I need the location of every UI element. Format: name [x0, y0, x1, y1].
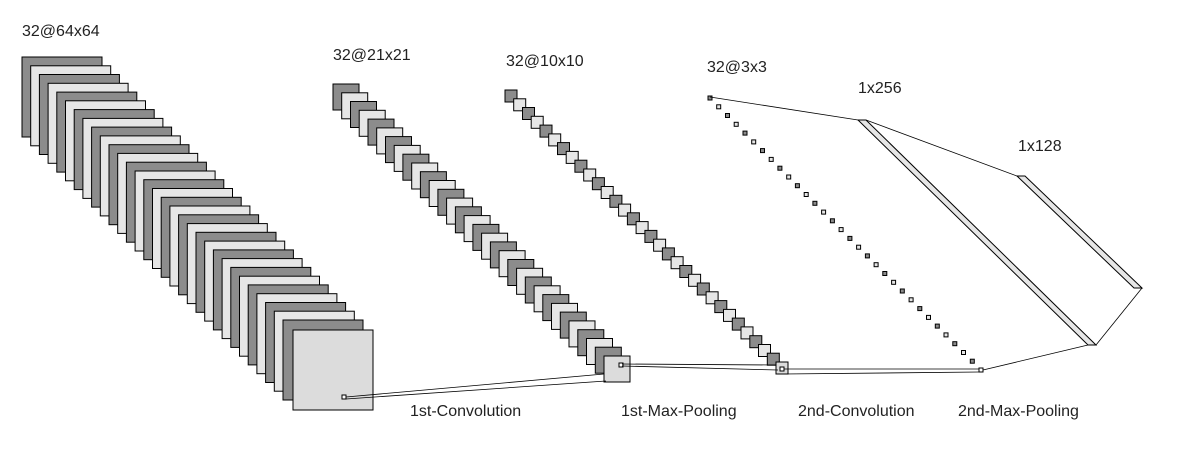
conv2-map	[917, 306, 923, 312]
conv2-map	[716, 104, 722, 110]
connector-line	[1095, 287, 1143, 346]
conv2-map	[829, 218, 835, 224]
connector-line	[783, 371, 980, 375]
conv2-map	[926, 314, 931, 320]
conv2-map	[899, 288, 905, 294]
conv2-map	[856, 244, 862, 250]
conv2-map	[768, 156, 774, 162]
connector-line	[982, 344, 1089, 371]
conv2-map	[707, 95, 713, 101]
connector-line	[709, 96, 859, 121]
label-1st-convolution: 1st-Convolution	[410, 403, 521, 420]
conv2-map	[847, 235, 853, 241]
conv2-map	[786, 174, 792, 180]
conv2-map	[873, 262, 879, 268]
input-feature-stack	[21, 56, 374, 411]
label-fc1-dims: 1x256	[858, 80, 902, 97]
conv2-map	[751, 139, 757, 145]
conv2-map	[760, 148, 765, 154]
conv2-map	[961, 350, 966, 355]
label-fc2-dims: 1x128	[1018, 138, 1062, 155]
connector-line	[621, 363, 777, 366]
conv2-map	[742, 130, 748, 136]
conv2-map	[777, 165, 783, 171]
pool1-feature-stack	[504, 89, 789, 375]
conv2-map	[838, 227, 844, 233]
conv2-feature-stack	[707, 95, 984, 373]
fully-connected-layers	[856, 119, 1144, 346]
label-2nd-convolution: 2nd-Convolution	[798, 403, 915, 420]
conv2-map	[969, 358, 975, 364]
label-2nd-max-pooling: 2nd-Max-Pooling	[958, 403, 1079, 420]
conv2-map	[943, 332, 949, 338]
fc2-slab	[1015, 175, 1144, 289]
label-pool1-dims: 32@10x10	[506, 53, 584, 70]
connector-line	[621, 365, 779, 371]
connector-line	[865, 119, 1018, 177]
input-kernel-marker	[341, 394, 347, 400]
conv2-map	[725, 113, 730, 118]
conv2-map	[821, 209, 827, 215]
label-1st-max-pooling: 1st-Max-Pooling	[621, 403, 737, 420]
pool1-kernel-marker	[779, 366, 785, 372]
conv2-map	[952, 341, 958, 347]
conv2-map	[812, 200, 818, 206]
conv2-map	[978, 367, 984, 373]
connection-lines	[345, 96, 1143, 400]
conv2-map	[864, 253, 870, 259]
conv2-map	[733, 121, 739, 127]
conv2-map	[908, 297, 914, 303]
conv1-map	[603, 355, 631, 383]
label-conv2-dims: 32@3x3	[707, 59, 767, 76]
conv1-kernel-marker	[618, 362, 624, 368]
conv2-map	[934, 323, 940, 329]
conv2-map	[803, 192, 809, 197]
connector-line	[345, 373, 605, 398]
conv2-map	[794, 183, 800, 189]
label-input-dims: 32@64x64	[22, 23, 100, 40]
conv2-map	[891, 279, 897, 285]
conv1-feature-stack	[332, 83, 631, 383]
label-conv1-dims: 32@21x21	[333, 47, 411, 64]
conv2-map	[882, 271, 888, 276]
input-front-map	[292, 329, 374, 411]
connector-line	[345, 380, 607, 400]
